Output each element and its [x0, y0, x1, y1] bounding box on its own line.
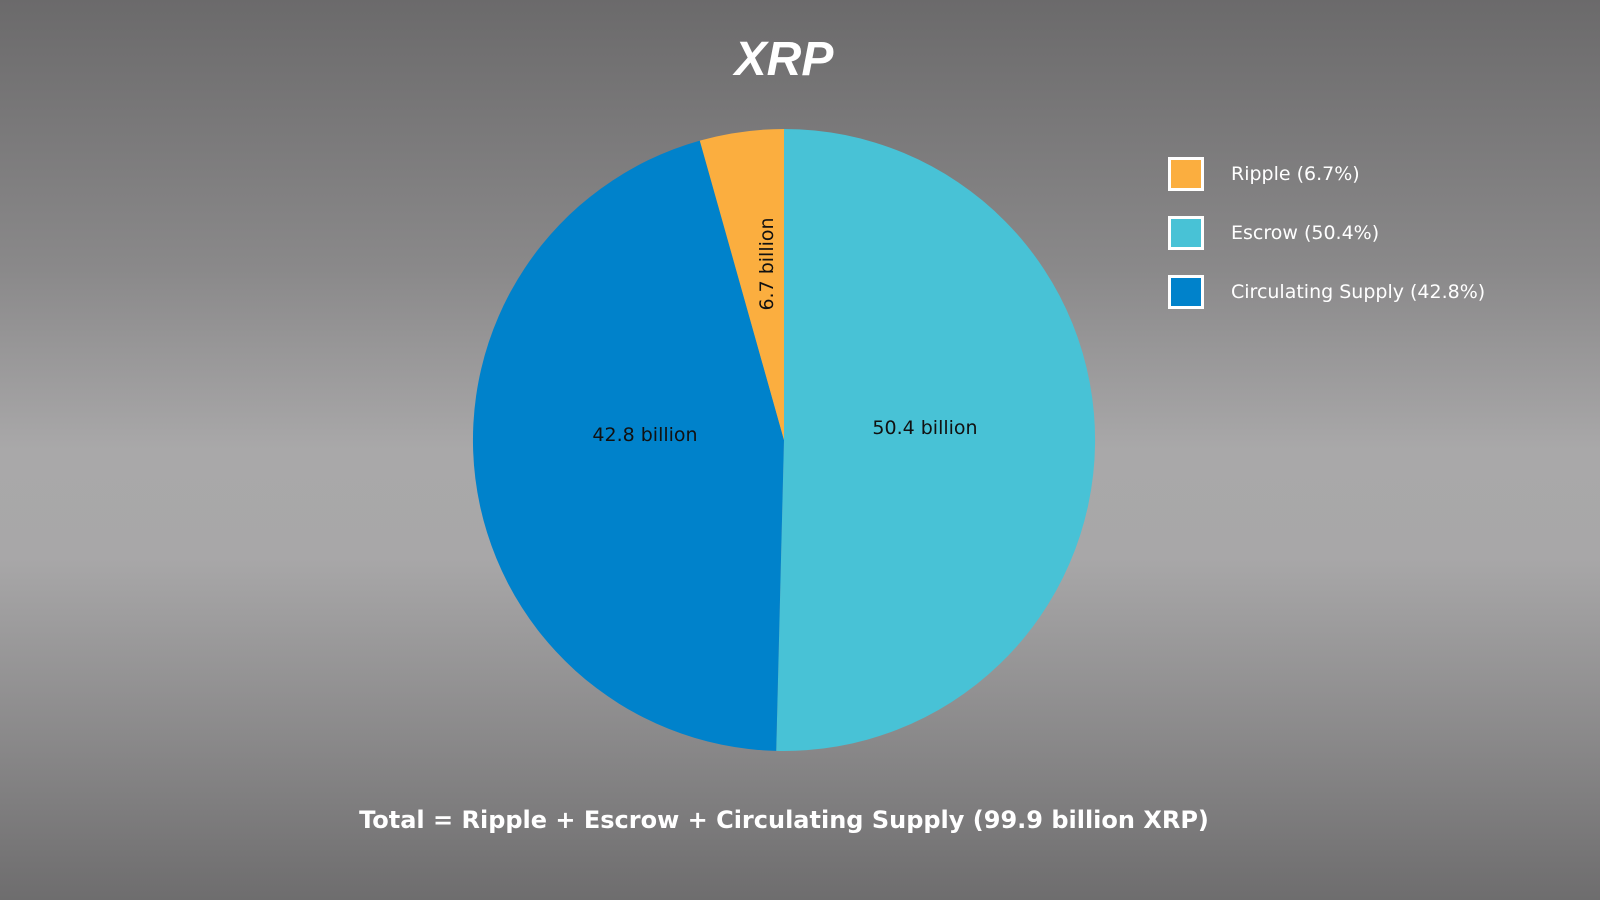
- slice-label-escrow: 50.4 billion: [872, 417, 977, 439]
- chart-legend: Ripple (6.7%) Escrow (50.4%) Circulating…: [1168, 157, 1485, 334]
- legend-swatch-escrow: [1168, 216, 1204, 250]
- slice-escrow[interactable]: [776, 129, 1096, 751]
- legend-item-escrow[interactable]: Escrow (50.4%): [1168, 216, 1485, 250]
- slice-ripple[interactable]: [699, 128, 784, 440]
- slice-label-ripple: 6.7 billion: [756, 217, 778, 310]
- chart-title: XRP: [734, 33, 834, 86]
- legend-item-ripple[interactable]: Ripple (6.7%): [1168, 157, 1485, 191]
- legend-label-ripple: Ripple (6.7%): [1231, 163, 1360, 185]
- legend-swatch-ripple: [1168, 157, 1204, 191]
- legend-item-circulating-supply[interactable]: Circulating Supply (42.8%): [1168, 275, 1485, 309]
- legend-label-escrow: Escrow (50.4%): [1231, 222, 1380, 244]
- slice-circulating-supply[interactable]: [472, 140, 784, 751]
- legend-label-circulating-supply: Circulating Supply (42.8%): [1231, 281, 1486, 303]
- legend-swatch-circulating-supply: [1168, 275, 1204, 309]
- slice-label-circulating-supply: 42.8 billion: [592, 424, 697, 446]
- total-annotation: Total = Ripple + Escrow + Circulating Su…: [359, 806, 1209, 834]
